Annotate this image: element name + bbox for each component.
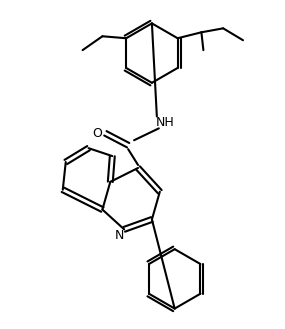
Text: N: N: [115, 229, 124, 242]
Text: NH: NH: [155, 116, 174, 129]
Text: O: O: [93, 127, 102, 140]
